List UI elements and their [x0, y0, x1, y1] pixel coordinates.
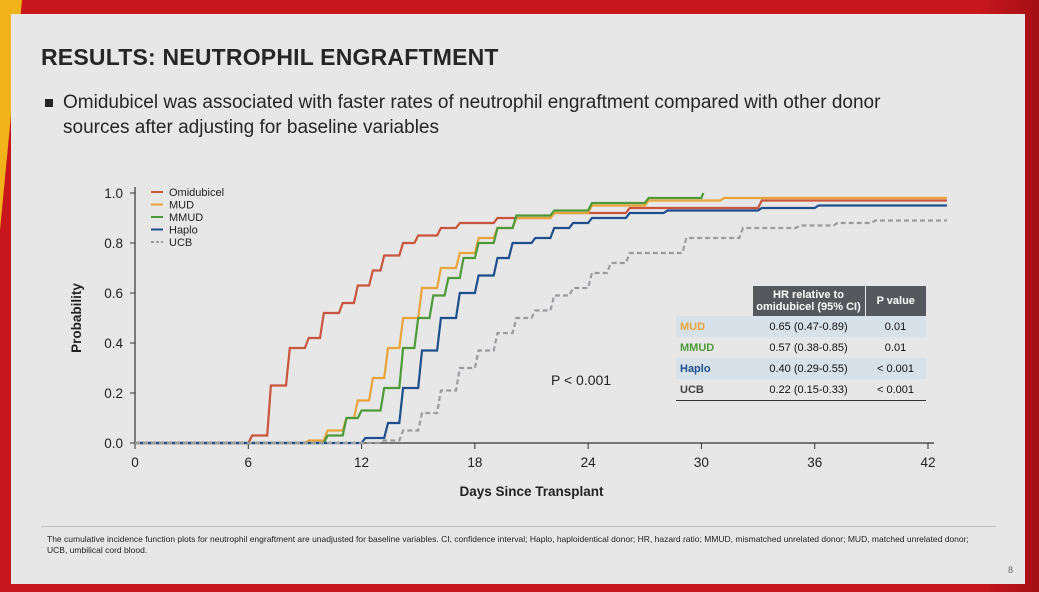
footnote: The cumulative incidence function plots …	[47, 534, 969, 555]
page-number: 8	[1008, 565, 1014, 575]
x-tick-label: 42	[920, 455, 935, 470]
legend-entry: MMUD	[169, 212, 203, 224]
bullet-text: Omidubicel was associated with faster ra…	[63, 92, 881, 138]
slide: RESULTS: NEUTROPHIL ENGRAFTMENT Omidubic…	[11, 14, 1025, 584]
legend-entry: MUD	[169, 200, 194, 212]
x-tick-label: 0	[131, 455, 139, 470]
table-row: UCB 0.22 (0.15-0.33) < 0.001	[676, 379, 926, 401]
y-axis-label: Probability	[69, 283, 84, 353]
table-cell-hr: 0.40 (0.29-0.55)	[752, 358, 865, 379]
footnote-divider	[41, 526, 996, 527]
x-tick-label: 12	[354, 455, 369, 470]
table-cell-group: MUD	[676, 316, 752, 337]
table-cell-group: Haplo	[676, 358, 752, 379]
x-tick-label: 30	[694, 455, 709, 470]
hazard-ratio-table: HR relative to omidubicel (95% CI) P val…	[676, 286, 926, 401]
table-cell-hr: 0.65 (0.47-0.89)	[752, 316, 865, 337]
y-tick-label: 1.0	[104, 186, 123, 201]
table-cell-hr: 0.22 (0.15-0.33)	[752, 379, 865, 401]
table-cell-hr: 0.57 (0.38-0.85)	[769, 341, 848, 354]
x-axis-label: Days Since Transplant	[459, 484, 604, 499]
legend-entry: Omidubicel	[169, 187, 224, 199]
legend-entry: Haplo	[169, 225, 198, 237]
table-row: MUD 0.65 (0.47-0.89) 0.01	[676, 316, 926, 337]
engraftment-chart: 0 6 12 18 24 30 36 42 0.0 0.2 0.4 0.6 0.8 1.0 Days Sin…	[69, 186, 947, 499]
x-tick-label: 6	[245, 455, 253, 470]
bullet-square-icon	[45, 99, 53, 107]
y-tick-label: 0.8	[104, 236, 123, 251]
table-cell-p: 0.01	[865, 316, 926, 337]
x-tick-label: 24	[581, 455, 597, 470]
slide-title: RESULTS: NEUTROPHIL ENGRAFTMENT	[41, 44, 499, 70]
table-header-p: P value	[865, 286, 926, 316]
x-tick-label: 18	[467, 455, 482, 470]
table-header-hr: HR relative to omidubicel (95% CI)	[752, 286, 866, 316]
table-cell-p: 0.01	[884, 341, 907, 354]
y-tick-label: 0.4	[104, 336, 123, 351]
series-line-ucb	[135, 219, 947, 445]
y-tick-label: 0.6	[104, 286, 123, 301]
table-cell-group: MMUD	[680, 341, 715, 354]
table-cell-p: < 0.001	[865, 358, 926, 379]
table-row: MMUD 0.57 (0.38-0.85) 0.01	[676, 337, 926, 358]
table-cell-group: UCB	[676, 379, 752, 401]
table-header-group	[676, 286, 753, 316]
series-line-haplo	[135, 204, 947, 445]
bullet-point: Omidubicel was associated with faster ra…	[45, 90, 903, 140]
table-header-row: HR relative to omidubicel (95% CI) P val…	[676, 286, 926, 316]
series-line-mmud	[135, 192, 705, 445]
p-value-annotation: P < 0.001	[551, 372, 611, 388]
x-tick-label: 36	[807, 455, 822, 470]
legend-entry: UCB	[169, 237, 192, 249]
y-tick-label: 0.2	[104, 386, 123, 401]
table-row: Haplo 0.40 (0.29-0.55) < 0.001	[676, 358, 926, 379]
y-tick-label: 0.0	[104, 436, 123, 451]
table-cell-p: < 0.001	[865, 379, 926, 401]
